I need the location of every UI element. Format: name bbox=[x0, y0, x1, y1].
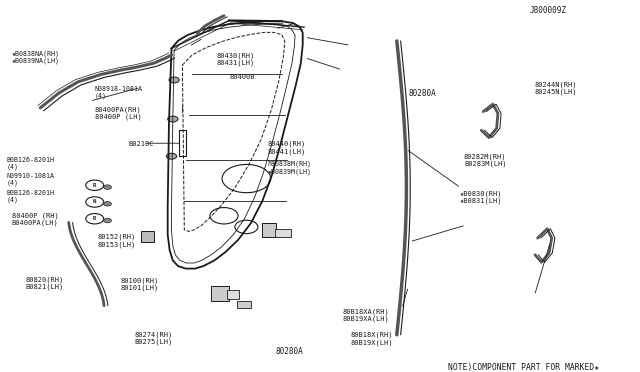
Text: NOTE)COMPONENT PART FOR MARKED★
ARE REFER TO NEXT PAGE.: NOTE)COMPONENT PART FOR MARKED★ ARE REFE… bbox=[448, 363, 599, 372]
Bar bbox=[262, 223, 276, 237]
Text: 80820(RH)
B0821(LH): 80820(RH) B0821(LH) bbox=[26, 276, 64, 290]
Text: R: R bbox=[93, 216, 97, 221]
Bar bbox=[275, 229, 291, 237]
Circle shape bbox=[86, 180, 104, 190]
Text: ★B0830(RH)
★B0831(LH): ★B0830(RH) ★B0831(LH) bbox=[460, 190, 502, 205]
Text: 80400PA(RH)
80400P (LH): 80400PA(RH) 80400P (LH) bbox=[95, 106, 141, 120]
Text: 80440(RH)
80441(LH): 80440(RH) 80441(LH) bbox=[268, 141, 306, 155]
Circle shape bbox=[104, 185, 111, 189]
Circle shape bbox=[86, 197, 104, 207]
Bar bbox=[227, 290, 239, 299]
Text: 80280A: 80280A bbox=[275, 347, 303, 356]
Bar bbox=[211, 286, 229, 301]
Bar bbox=[141, 231, 154, 242]
Circle shape bbox=[104, 218, 111, 223]
Bar bbox=[237, 301, 251, 308]
Text: 80B18XA(RH)
80B19XA(LH): 80B18XA(RH) 80B19XA(LH) bbox=[342, 308, 389, 322]
Text: B0210C: B0210C bbox=[128, 141, 154, 147]
Text: 80244N(RH)
80245N(LH): 80244N(RH) 80245N(LH) bbox=[534, 81, 577, 95]
Text: J800009Z: J800009Z bbox=[529, 6, 566, 15]
Circle shape bbox=[169, 77, 179, 83]
Text: 80100(RH)
80101(LH): 80100(RH) 80101(LH) bbox=[120, 277, 159, 291]
Text: ⁈80838M(RH)
★B0839M(LH): ⁈80838M(RH) ★B0839M(LH) bbox=[268, 161, 312, 175]
Text: 80430(RH)
80431(LH): 80430(RH) 80431(LH) bbox=[216, 52, 255, 66]
Text: N: N bbox=[93, 199, 97, 205]
Text: B0B126-8201H
(4): B0B126-8201H (4) bbox=[6, 157, 54, 170]
Text: 80400B: 80400B bbox=[229, 74, 255, 80]
Circle shape bbox=[86, 214, 104, 224]
Text: 80B18X(RH)
80B19X(LH): 80B18X(RH) 80B19X(LH) bbox=[351, 332, 393, 346]
Text: B0B126-8201H
(4): B0B126-8201H (4) bbox=[6, 190, 54, 203]
Text: 80282M(RH)
B0283M(LH): 80282M(RH) B0283M(LH) bbox=[464, 153, 506, 167]
Circle shape bbox=[166, 153, 177, 159]
Text: 80280A: 80280A bbox=[408, 89, 436, 97]
Circle shape bbox=[168, 116, 178, 122]
Text: ★B0838NA(RH)
★B0839NA(LH): ★B0838NA(RH) ★B0839NA(LH) bbox=[12, 50, 60, 64]
Text: N09910-1081A
(4): N09910-1081A (4) bbox=[6, 173, 54, 186]
Text: 80152(RH)
80153(LH): 80152(RH) 80153(LH) bbox=[97, 234, 136, 248]
Text: N08918-1081A
(4): N08918-1081A (4) bbox=[95, 86, 143, 99]
Text: 80274(RH)
B0275(LH): 80274(RH) B0275(LH) bbox=[134, 331, 173, 345]
Text: 80400P (RH)
B0400PA(LH): 80400P (RH) B0400PA(LH) bbox=[12, 212, 58, 226]
Text: R: R bbox=[93, 183, 97, 188]
Circle shape bbox=[104, 202, 111, 206]
